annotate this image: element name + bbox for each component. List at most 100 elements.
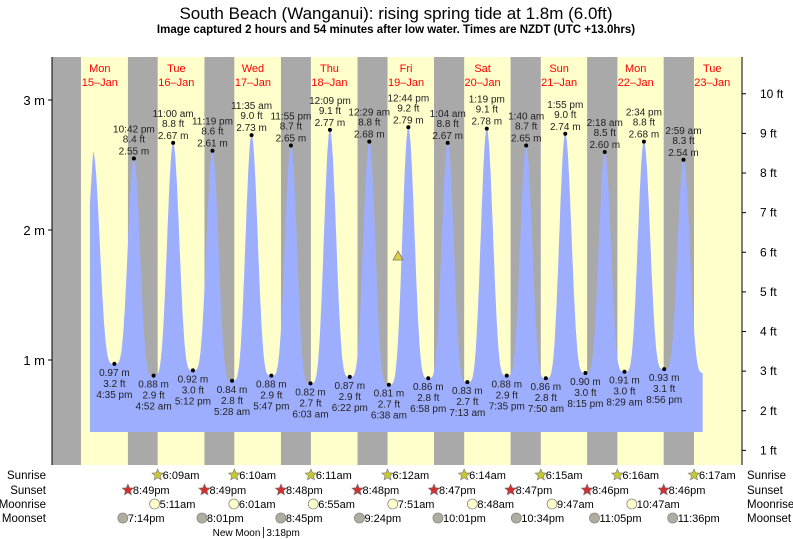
high-tide-height-m: 2.60 m	[589, 140, 620, 151]
high-tide-time: 1:40 am	[508, 112, 544, 123]
sunrise-time: 6:15am	[546, 470, 583, 482]
sunrise-icon	[457, 468, 471, 481]
low-tide-height-m: 0.90 m	[570, 377, 601, 388]
low-tide-height-ft: 2.8 ft	[535, 393, 557, 404]
sunrise-time: 6:09am	[163, 470, 200, 482]
low-tide-height-m: 0.83 m	[452, 386, 483, 397]
low-tide-height-ft: 2.8 ft	[417, 393, 439, 404]
sunrise-icon	[534, 468, 548, 481]
sunset-icon	[351, 483, 364, 496]
high-tide-height-ft: 8.5 ft	[594, 128, 616, 139]
day-label-date: 19–Jan	[388, 77, 424, 89]
moonset-icon	[510, 512, 522, 524]
high-tide-point	[249, 133, 254, 138]
day-label-dow: Sat	[474, 63, 491, 75]
high-tide-height-ft: 9.0 ft	[554, 110, 576, 121]
low-tide-point	[347, 374, 352, 379]
high-tide-point	[367, 139, 372, 144]
moonrise-icon	[546, 498, 558, 510]
low-tide-time: 4:35 pm	[96, 390, 132, 401]
moonset-time: 9:24pm	[364, 513, 401, 525]
day-label-dow: Fri	[400, 63, 413, 75]
day-label-date: 20–Jan	[465, 77, 501, 89]
day-label-dow: Mon	[625, 63, 646, 75]
right-axis-tick-label: 10 ft	[760, 87, 784, 101]
moonset-time: 7:14pm	[128, 513, 165, 525]
low-tide-height-ft: 2.8 ft	[221, 396, 243, 407]
low-tide-point	[230, 378, 235, 383]
sunrise-icon	[381, 468, 394, 481]
day-label-date: 23–Jan	[694, 77, 730, 89]
sunset-icon	[657, 483, 671, 496]
day-label-date: 17–Jan	[235, 77, 271, 89]
low-tide-height-m: 0.93 m	[649, 373, 680, 384]
high-tide-time: 1:55 pm	[547, 100, 583, 111]
high-tide-time: 12:44 pm	[387, 93, 429, 104]
moonset-icon	[589, 512, 600, 524]
high-tide-point	[445, 140, 450, 145]
row-label-left-sunset: Sunset	[10, 485, 47, 497]
row-label-right-sunset: Sunset	[747, 485, 784, 497]
moonrise-icon	[626, 498, 638, 510]
day-label-dow: Mon	[89, 63, 110, 75]
right-axis-tick-label: 2 ft	[760, 404, 777, 418]
low-tide-point	[386, 382, 391, 387]
right-axis-tick-label: 3 ft	[760, 364, 777, 378]
low-tide-height-m: 0.84 m	[217, 385, 248, 396]
low-tide-time: 7:50 am	[528, 404, 564, 415]
low-tide-height-ft: 3.0 ft	[613, 387, 635, 398]
low-tide-point	[269, 373, 274, 378]
sunrise-time: 6:16am	[622, 470, 659, 482]
left-axis-tick-label: 1 m	[23, 353, 45, 368]
right-axis-tick-label: 1 ft	[760, 443, 777, 457]
sunset-icon	[580, 483, 594, 496]
low-tide-time: 6:03 am	[292, 409, 328, 420]
row-label-left-moonset: Moonset	[2, 513, 47, 525]
moonrise-time: 9:47am	[557, 499, 594, 511]
moonset-time: 8:45pm	[286, 513, 323, 525]
low-tide-time: 5:12 pm	[175, 396, 211, 407]
moonrise-icon	[228, 498, 240, 510]
right-axis-tick-label: 4 ft	[760, 325, 777, 339]
moonrise-icon	[466, 498, 478, 510]
low-tide-point	[426, 376, 431, 381]
sunset-time: 8:48pm	[286, 485, 323, 497]
row-label-left-moonrise: Moonrise	[0, 499, 46, 511]
high-tide-point	[524, 143, 529, 148]
low-tide-height-m: 0.86 m	[413, 382, 444, 393]
high-tide-time: 10:42 pm	[113, 125, 155, 136]
low-tide-height-ft: 2.9 ft	[260, 391, 282, 402]
day-label-dow: Tue	[167, 63, 186, 75]
high-tide-time: 12:29 am	[348, 108, 390, 119]
low-tide-time: 8:15 pm	[567, 399, 603, 410]
low-tide-point	[504, 373, 509, 378]
high-tide-height-ft: 8.8 ft	[437, 119, 459, 130]
low-tide-point	[662, 367, 667, 372]
sunrise-time: 6:17am	[699, 470, 736, 482]
moonset-icon	[667, 512, 679, 524]
high-tide-point	[563, 131, 568, 136]
row-label-right-moonset: Moonset	[747, 513, 792, 525]
sunset-time: 8:47pm	[439, 485, 476, 497]
high-tide-time: 2:59 am	[665, 126, 701, 137]
right-axis-tick-label: 8 ft	[760, 166, 777, 180]
high-tide-height-m: 2.68 m	[629, 130, 660, 141]
high-tide-point	[641, 139, 646, 144]
day-label-date: 21–Jan	[541, 77, 577, 89]
low-tide-time: 7:13 am	[449, 408, 485, 419]
day-label-dow: Sun	[549, 63, 569, 75]
moonset-time: 10:01pm	[443, 513, 486, 525]
low-tide-height-m: 0.88 m	[256, 380, 287, 391]
high-tide-height-m: 2.65 m	[511, 134, 542, 145]
chart-title: South Beach (Wanganui): rising spring ti…	[179, 4, 612, 23]
low-tide-point	[543, 376, 548, 381]
row-label-right-sunrise: Sunrise	[747, 470, 786, 482]
current-level-marker	[392, 250, 404, 261]
high-tide-height-m: 2.61 m	[197, 139, 228, 150]
row-label-right-moonrise: Moonrise	[747, 499, 793, 511]
low-tide-point	[622, 369, 627, 374]
low-tide-height-ft: 2.9 ft	[339, 392, 361, 403]
low-tide-height-ft: 3.0 ft	[182, 385, 204, 396]
moonset-time: 10:34pm	[521, 513, 564, 525]
